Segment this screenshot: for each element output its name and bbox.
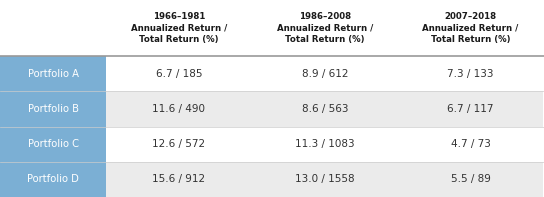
Text: 2007–2018
Annualized Return /
Total Return (%): 2007–2018 Annualized Return / Total Retu…: [423, 12, 518, 44]
Text: 1986–2008
Annualized Return /
Total Return (%): 1986–2008 Annualized Return / Total Retu…: [277, 12, 373, 44]
Text: Portfolio D: Portfolio D: [27, 174, 79, 184]
Text: Portfolio B: Portfolio B: [28, 104, 78, 114]
Text: Portfolio C: Portfolio C: [28, 139, 78, 149]
Bar: [0, 126, 106, 162]
Bar: [106, 126, 543, 162]
Bar: [106, 162, 543, 197]
Text: Portfolio A: Portfolio A: [28, 69, 78, 79]
Text: 5.5 / 89: 5.5 / 89: [450, 174, 491, 184]
Text: 6.7 / 117: 6.7 / 117: [447, 104, 494, 114]
Text: 8.9 / 612: 8.9 / 612: [301, 69, 348, 79]
Text: 11.3 / 1083: 11.3 / 1083: [295, 139, 355, 149]
Text: 8.6 / 563: 8.6 / 563: [301, 104, 348, 114]
Text: 4.7 / 73: 4.7 / 73: [450, 139, 491, 149]
Text: 12.6 / 572: 12.6 / 572: [152, 139, 206, 149]
Text: 13.0 / 1558: 13.0 / 1558: [295, 174, 355, 184]
Text: 15.6 / 912: 15.6 / 912: [152, 174, 206, 184]
Text: 1966–1981
Annualized Return /
Total Return (%): 1966–1981 Annualized Return / Total Retu…: [131, 12, 227, 44]
Text: 11.6 / 490: 11.6 / 490: [152, 104, 206, 114]
Bar: [0, 162, 106, 197]
Bar: [106, 56, 543, 91]
Bar: [0, 56, 106, 91]
Bar: [0, 0, 544, 56]
Bar: [0, 91, 106, 126]
Bar: [106, 91, 543, 126]
Text: 6.7 / 185: 6.7 / 185: [156, 69, 202, 79]
Text: 7.3 / 133: 7.3 / 133: [447, 69, 494, 79]
